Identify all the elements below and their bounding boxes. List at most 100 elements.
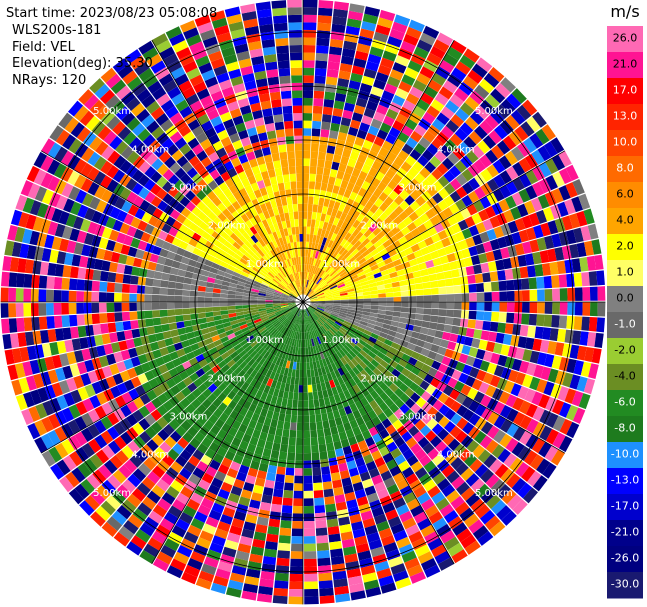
range-gate — [368, 260, 377, 268]
range-gate — [330, 362, 338, 371]
range-gate — [214, 319, 223, 326]
range-gate — [288, 296, 296, 300]
range-gate — [173, 551, 190, 565]
range-gate — [121, 391, 133, 405]
range-gate — [423, 341, 433, 351]
range-gate — [282, 359, 288, 368]
range-gate — [355, 231, 364, 240]
range-gate — [346, 198, 355, 208]
range-gate — [398, 382, 409, 393]
range-gate — [398, 80, 412, 93]
range-gate — [215, 343, 225, 352]
range-gate — [359, 82, 373, 94]
range-gate — [158, 73, 174, 87]
range-gate — [278, 413, 286, 422]
range-gate — [185, 366, 196, 377]
range-gate — [119, 187, 132, 200]
range-gate — [237, 281, 246, 287]
range-gate — [259, 313, 268, 319]
range-gate — [317, 303, 326, 306]
range-gate — [306, 256, 310, 265]
range-gate — [273, 587, 288, 597]
range-gate — [205, 316, 215, 323]
range-gate — [82, 398, 95, 412]
range-gate — [489, 271, 499, 282]
range-gate — [69, 363, 81, 377]
range-gate — [450, 40, 467, 55]
range-gate — [285, 406, 292, 415]
range-gate — [288, 298, 296, 301]
range-gate — [374, 386, 384, 396]
range-gate — [262, 487, 274, 497]
range-gate — [141, 381, 153, 393]
range-gate — [234, 430, 245, 441]
range-gate — [314, 310, 322, 317]
range-gate — [455, 173, 468, 186]
range-gate — [495, 332, 505, 344]
range-gate — [566, 315, 575, 330]
range-gate — [61, 182, 74, 198]
range-gate — [154, 66, 170, 81]
range-gate — [214, 240, 224, 249]
range-gate — [349, 403, 358, 413]
range-gate — [343, 344, 352, 353]
range-gate — [157, 498, 172, 512]
range-gate — [326, 207, 333, 216]
range-gate — [267, 311, 275, 316]
range-gate — [357, 440, 368, 450]
range-gate — [174, 308, 183, 316]
range-gate — [148, 215, 159, 227]
range-gate — [247, 259, 256, 267]
range-gate — [410, 461, 423, 473]
range-gate — [493, 226, 505, 239]
range-gate — [40, 433, 55, 450]
range-gate — [26, 244, 37, 260]
range-gate — [155, 112, 169, 126]
range-gate — [423, 85, 438, 99]
range-gate — [153, 446, 167, 460]
colorbar-tick-label: -13.0 — [611, 474, 639, 487]
range-gate — [367, 150, 378, 161]
range-gate — [480, 330, 490, 341]
range-gate — [419, 454, 432, 467]
range-gate — [202, 36, 218, 48]
range-gate — [479, 231, 490, 243]
range-gate — [536, 379, 548, 394]
range-gate — [307, 384, 313, 393]
range-gate — [583, 378, 596, 395]
range-gate — [226, 468, 238, 479]
range-gate — [465, 375, 476, 388]
range-gate — [464, 96, 480, 111]
range-gate — [317, 294, 325, 299]
range-gate — [277, 314, 285, 320]
range-gate — [382, 502, 396, 514]
range-gate — [258, 163, 268, 173]
range-gate — [468, 413, 481, 426]
range-gate — [200, 497, 214, 510]
range-gate — [401, 353, 411, 363]
range-gate — [375, 24, 391, 36]
range-gate — [282, 291, 290, 296]
range-gate — [45, 289, 54, 302]
range-gate — [596, 270, 605, 286]
range-gate — [219, 412, 229, 423]
range-gate — [67, 100, 84, 117]
range-gate — [241, 254, 250, 263]
range-gate — [415, 313, 424, 321]
range-gate — [251, 412, 260, 422]
range-gate — [379, 347, 389, 356]
range-gate — [188, 455, 201, 467]
range-gate — [239, 323, 248, 330]
range-gate — [340, 196, 349, 206]
range-gate — [272, 207, 280, 216]
range-gate — [62, 134, 77, 150]
range-gate — [226, 204, 236, 214]
range-gate — [352, 481, 364, 492]
range-gate — [218, 222, 228, 232]
range-gate — [434, 330, 444, 339]
range-gate — [333, 300, 341, 302]
range-gate — [293, 384, 299, 393]
range-gate — [41, 450, 56, 467]
range-gate — [197, 113, 210, 126]
range-gate — [132, 195, 145, 208]
